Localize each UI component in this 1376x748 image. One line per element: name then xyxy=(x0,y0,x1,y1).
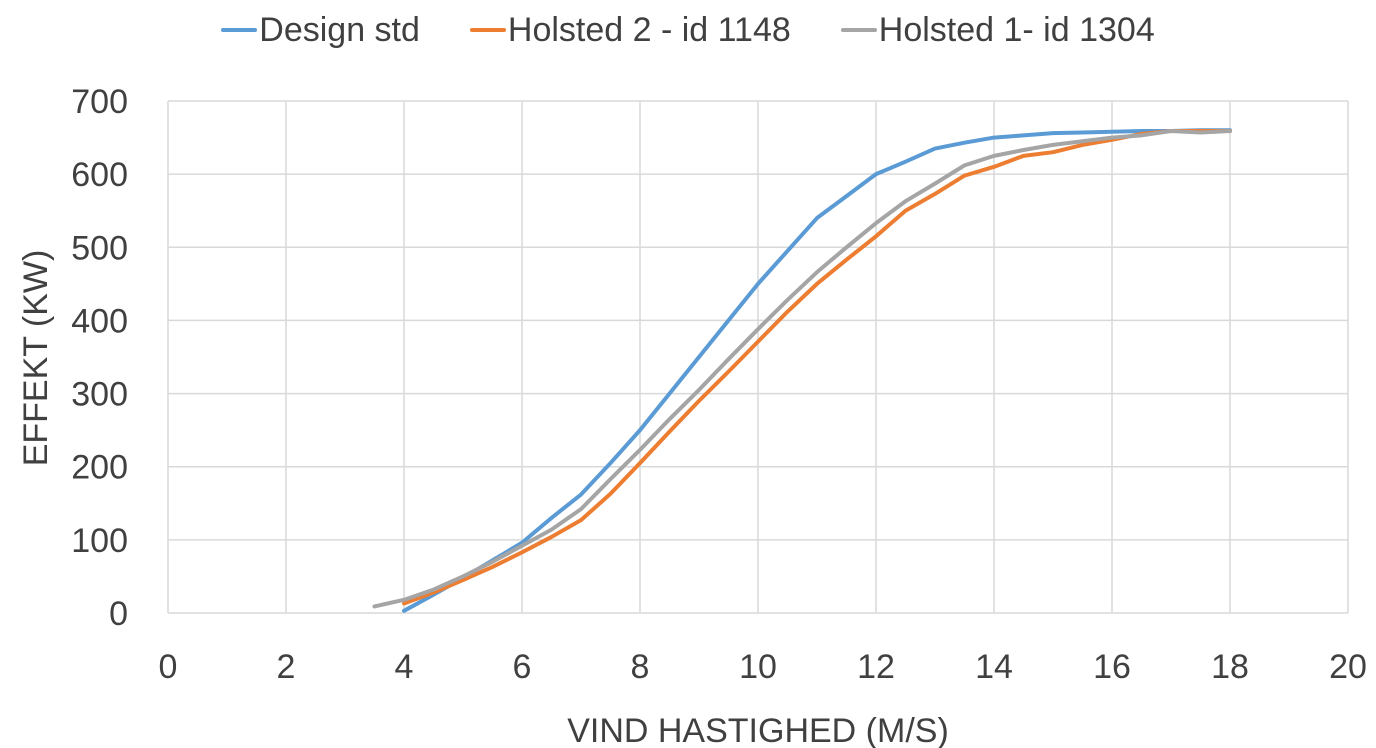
x-tick-label-0: 0 xyxy=(159,648,178,686)
series-line-2 xyxy=(402,128,1232,606)
series-line-1 xyxy=(402,128,1232,613)
legend-item-series-1: Design std xyxy=(221,11,420,50)
x-tick-label-6: 12 xyxy=(857,648,895,686)
y-tick-label-1: 100 xyxy=(71,522,128,560)
x-tick-label-9: 18 xyxy=(1211,648,1249,686)
y-tick-label-0: 0 xyxy=(109,595,128,633)
y-axis-tick-labels: 0 100 200 300 400 500 600 700 xyxy=(71,83,128,633)
y-axis-label: EFFEKT (KW) xyxy=(17,250,55,467)
grid-lines xyxy=(167,100,1349,614)
y-tick-label-3: 300 xyxy=(71,376,128,414)
chart-legend: Design std Holsted 2 - id 1148 Holsted 1… xyxy=(0,8,1376,52)
legend-item-series-3: Holsted 1- id 1304 xyxy=(840,10,1155,50)
x-tick-label-10: 20 xyxy=(1329,648,1367,686)
x-tick-label-2: 4 xyxy=(395,648,414,686)
legend-swatch-series-1 xyxy=(221,28,258,32)
x-axis-label: VIND HASTIGHED (M/S) xyxy=(567,712,949,748)
y-tick-label-5: 500 xyxy=(71,229,128,267)
y-tick-label-6: 600 xyxy=(71,156,128,194)
y-tick-label-2: 200 xyxy=(71,449,128,487)
legend-label-series-2: Holsted 2 - id 1148 xyxy=(507,10,791,49)
x-tick-label-8: 16 xyxy=(1093,648,1131,686)
x-tick-label-3: 6 xyxy=(513,648,532,686)
x-tick-label-1: 2 xyxy=(277,648,296,686)
series-line-3 xyxy=(372,128,1232,609)
x-tick-label-5: 10 xyxy=(739,648,777,686)
legend-label-series-3: Holsted 1- id 1304 xyxy=(878,10,1155,49)
legend-swatch-series-3 xyxy=(840,28,877,32)
y-tick-label-7: 700 xyxy=(71,83,128,121)
series-lines xyxy=(372,128,1232,613)
y-tick-label-4: 400 xyxy=(71,302,128,340)
x-tick-label-4: 8 xyxy=(631,648,650,686)
legend-swatch-series-2 xyxy=(469,28,506,32)
x-tick-label-7: 14 xyxy=(975,648,1013,686)
x-axis-tick-labels: 0 2 4 6 8 10 12 14 16 18 20 xyxy=(159,648,1367,686)
legend-item-series-2: Holsted 2 - id 1148 xyxy=(469,10,791,50)
legend-label-series-1: Design std xyxy=(259,10,420,49)
